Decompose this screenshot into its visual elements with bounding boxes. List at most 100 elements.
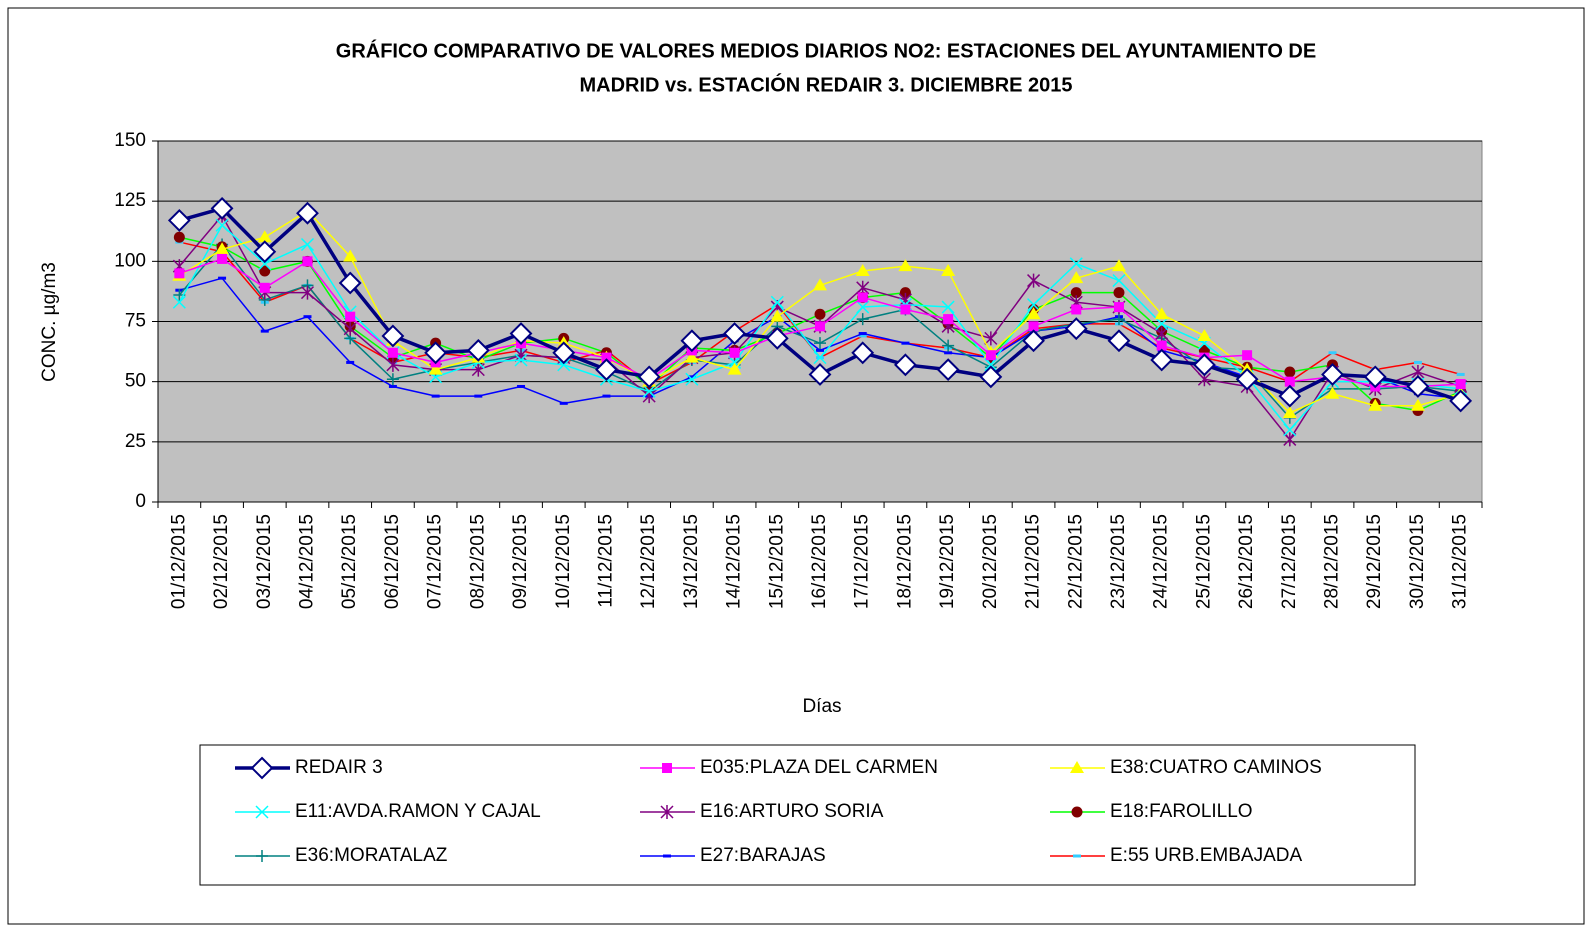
marker <box>687 375 696 379</box>
legend-marker <box>256 850 268 862</box>
marker <box>814 337 826 350</box>
marker <box>300 237 315 252</box>
y-tick-label: 75 <box>125 311 146 332</box>
chart-title: MADRID vs. ESTACIÓN REDAIR 3. DICIEMBRE … <box>579 72 1072 96</box>
x-tick-label: 15/12/2015 <box>766 514 787 609</box>
x-tick-label: 21/12/2015 <box>1023 514 1044 609</box>
marker <box>559 401 568 405</box>
x-tick-label: 16/12/2015 <box>809 514 830 609</box>
legend-label: E:55 URB.EMBAJADA <box>1110 845 1302 866</box>
marker <box>1150 348 1174 372</box>
chart-title: GRÁFICO COMPARATIVO DE VALORES MEDIOS DI… <box>336 39 1316 62</box>
marker <box>684 350 699 363</box>
marker <box>814 308 826 320</box>
marker <box>894 353 917 377</box>
marker <box>601 352 612 363</box>
marker <box>386 373 399 386</box>
x-tick-label: 25/12/2015 <box>1193 514 1214 609</box>
marker <box>381 324 405 348</box>
marker <box>727 362 742 375</box>
marker <box>215 218 229 232</box>
y-tick-label: 50 <box>125 371 146 392</box>
x-tick-label: 14/12/2015 <box>724 514 745 609</box>
marker <box>856 300 870 314</box>
legend-marker <box>660 805 674 819</box>
marker <box>1113 287 1125 299</box>
y-tick-label: 0 <box>135 491 146 512</box>
marker <box>218 276 227 280</box>
marker <box>680 329 704 353</box>
marker <box>943 314 954 325</box>
marker <box>723 322 746 345</box>
marker <box>685 372 699 386</box>
marker <box>346 360 355 364</box>
marker <box>386 357 400 372</box>
marker <box>296 201 319 225</box>
x-tick-label: 01/12/2015 <box>168 514 189 609</box>
legend-label: E36:MORATALAZ <box>295 845 448 866</box>
marker <box>174 268 185 279</box>
legend-label: E38:CUATRO CAMINOS <box>1110 757 1322 778</box>
marker <box>1321 363 1344 386</box>
legend-marker <box>1073 854 1081 858</box>
marker <box>338 271 362 295</box>
legend-label: E11:AVDA.RAMON Y CAJAL <box>295 801 541 822</box>
marker <box>1413 360 1422 364</box>
marker <box>1456 372 1465 376</box>
marker <box>1113 302 1124 313</box>
marker <box>1449 389 1473 413</box>
marker <box>595 358 618 382</box>
marker <box>855 263 870 276</box>
marker <box>1070 287 1082 299</box>
marker <box>770 309 785 322</box>
x-tick-label: 18/12/2015 <box>894 514 915 609</box>
marker <box>984 331 998 346</box>
marker <box>900 304 911 315</box>
marker <box>210 196 234 220</box>
marker <box>602 394 611 398</box>
x-tick-label: 06/12/2015 <box>382 514 403 609</box>
x-tick-label: 20/12/2015 <box>980 514 1001 609</box>
marker <box>1410 398 1425 411</box>
x-tick-label: 28/12/2015 <box>1322 514 1343 609</box>
marker <box>729 347 740 358</box>
marker <box>1328 351 1337 355</box>
marker <box>901 341 910 345</box>
marker <box>1027 298 1041 312</box>
x-tick-label: 13/12/2015 <box>681 514 702 609</box>
marker <box>303 315 312 319</box>
marker <box>517 384 526 388</box>
x-tick-label: 29/12/2015 <box>1364 514 1385 609</box>
marker <box>300 285 315 300</box>
marker <box>1242 350 1253 361</box>
series <box>167 196 1473 413</box>
marker <box>258 257 272 271</box>
marker <box>942 339 955 352</box>
marker <box>428 362 443 375</box>
legend-label: E16:ARTURO SORIA <box>700 801 884 822</box>
marker <box>1156 340 1167 351</box>
marker <box>1026 307 1041 320</box>
marker <box>1155 317 1169 331</box>
marker <box>552 341 576 365</box>
marker <box>1192 353 1216 377</box>
marker <box>557 358 571 372</box>
marker <box>808 363 832 386</box>
marker <box>1278 384 1302 408</box>
marker <box>388 384 397 388</box>
y-tick-label: 100 <box>114 250 146 271</box>
marker <box>1284 376 1295 387</box>
marker <box>858 332 867 336</box>
x-tick-label: 03/12/2015 <box>254 514 275 609</box>
marker <box>424 341 448 365</box>
marker <box>474 394 483 398</box>
y-axis-label: CONC. µg/m3 <box>39 262 60 382</box>
marker <box>1069 271 1084 284</box>
x-tick-label: 04/12/2015 <box>296 514 317 609</box>
x-tick-label: 12/12/2015 <box>638 514 659 609</box>
x-tick-label: 26/12/2015 <box>1236 514 1257 609</box>
marker <box>1154 307 1169 320</box>
x-tick-label: 22/12/2015 <box>1065 514 1086 609</box>
x-tick-label: 10/12/2015 <box>553 514 574 609</box>
